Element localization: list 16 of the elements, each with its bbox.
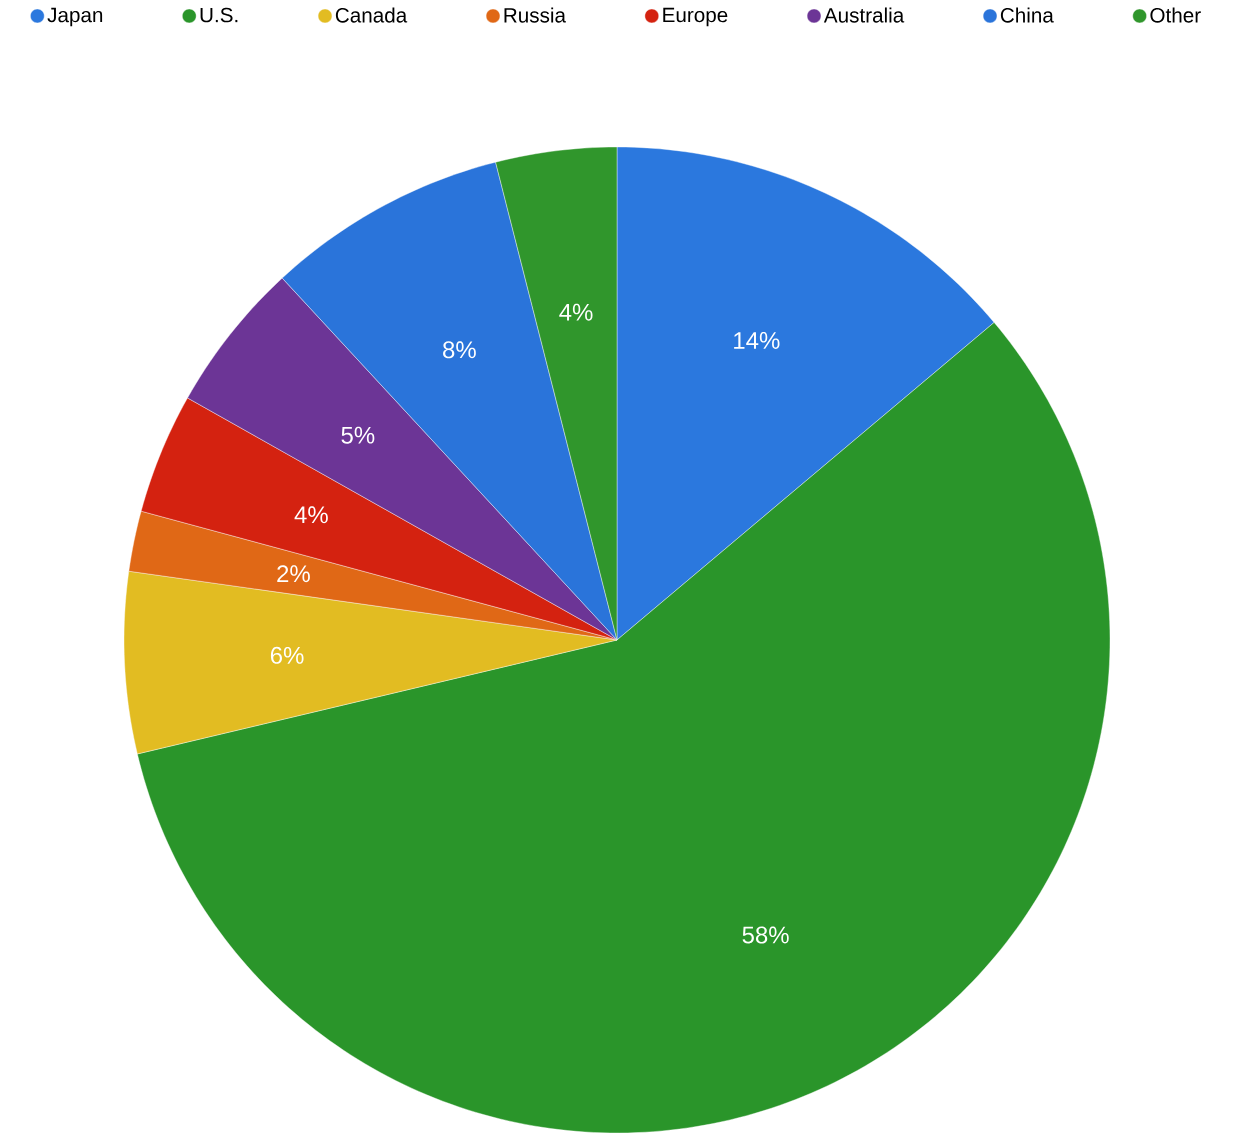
data-label: 2%	[277, 565, 310, 583]
data-label: 4%	[294, 506, 328, 524]
legend-label: Canada	[335, 7, 408, 23]
data-label: 5%	[341, 426, 375, 444]
data-label: 58%	[742, 926, 789, 944]
legend-label: China	[1000, 7, 1054, 23]
data-label: 14%	[734, 332, 780, 349]
legend-label: Australia	[823, 7, 905, 23]
data-label: 6%	[270, 646, 304, 664]
legend-label: Other	[1150, 7, 1201, 23]
data-label: 8%	[443, 341, 476, 359]
legend-label: U.S.	[200, 7, 238, 23]
legend-label: Japan	[47, 7, 103, 27]
data-label: 4%	[559, 303, 593, 321]
legend-label: Europe	[663, 7, 728, 27]
legend-label: Russia	[504, 7, 566, 23]
